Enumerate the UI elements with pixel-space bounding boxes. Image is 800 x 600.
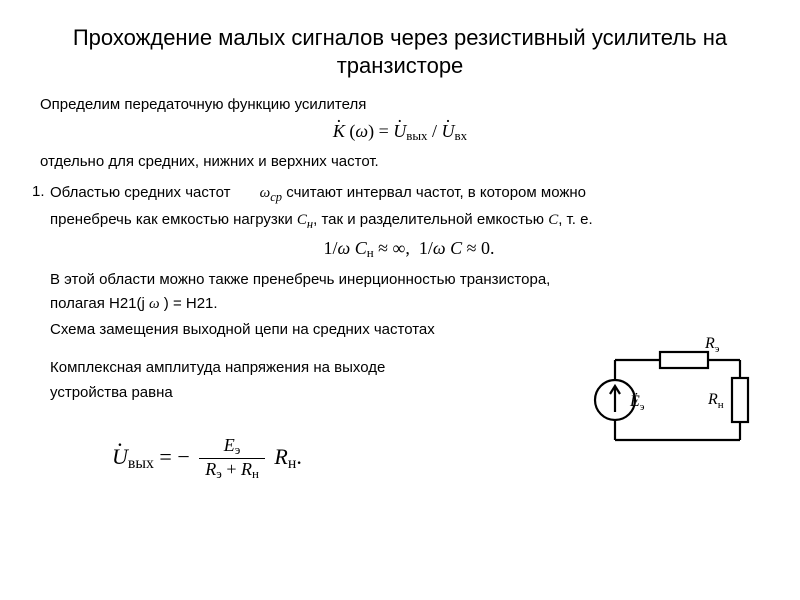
item1-line2: пренебречь как емкостью нагрузки Cн, так… bbox=[50, 210, 768, 233]
r-right-label: Rн bbox=[707, 391, 724, 411]
h21-pre: полагая H21(j bbox=[50, 295, 145, 312]
transfer-function-formula: K (ω) = Uвых / Uвх bbox=[32, 121, 768, 144]
item-number: 1. bbox=[32, 183, 50, 409]
cn-symbol: Cн bbox=[297, 212, 313, 228]
inertia-line: В этой области можно также пренебречь ин… bbox=[50, 270, 768, 290]
omega-symbol: ω bbox=[149, 296, 160, 312]
h21-line: полагая H21(j ω ) = H21. bbox=[50, 294, 768, 314]
slide: Прохождение малых сигналов через резисти… bbox=[0, 0, 800, 600]
item1-c-post: , так и разделительной емкостью bbox=[313, 211, 548, 228]
item1-part-b: считают интервал частот, в котором можно bbox=[286, 184, 586, 201]
c-symbol: C bbox=[548, 212, 558, 228]
omega-cp-symbol: ωср bbox=[260, 185, 282, 201]
uout-line-b: устройства равна bbox=[50, 383, 588, 403]
h21-post: ) = H21. bbox=[164, 295, 218, 312]
item1-c-pre: пренебречь как емкостью нагрузки bbox=[50, 211, 297, 228]
item1-line1: Областью средних частот ωср считают инте… bbox=[50, 183, 768, 206]
source-label: Ėэ bbox=[629, 392, 645, 413]
freq-ranges-line: отдельно для средних, нижних и верхних ч… bbox=[40, 152, 768, 172]
uout-line-a: Комплексная амплитуда напряжения на выхо… bbox=[50, 358, 588, 378]
capacitance-approx-formula: 1/ω Cн ≈ ∞, 1/ω C ≈ 0. bbox=[50, 238, 768, 261]
equivalent-circuit-diagram: Ėэ Rэ Rн bbox=[590, 330, 760, 460]
item1-part-a: Областью средних частот bbox=[50, 184, 230, 201]
item1-c-end: , т. е. bbox=[558, 211, 592, 228]
intro-line: Определим передаточную функцию усилителя bbox=[40, 95, 768, 115]
slide-title: Прохождение малых сигналов через резисти… bbox=[32, 24, 768, 79]
